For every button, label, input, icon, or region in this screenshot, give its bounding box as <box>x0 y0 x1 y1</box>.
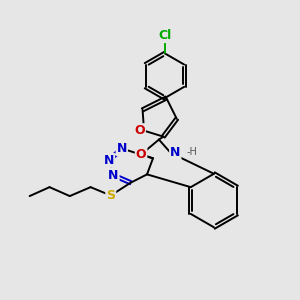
Text: N: N <box>170 146 181 160</box>
Text: O: O <box>134 124 145 137</box>
Text: O: O <box>136 148 146 161</box>
Text: N: N <box>104 154 114 167</box>
Text: Cl: Cl <box>158 29 172 42</box>
Text: -H: -H <box>186 147 197 158</box>
Text: S: S <box>106 189 115 202</box>
Text: N: N <box>108 169 118 182</box>
Text: N: N <box>117 142 127 155</box>
